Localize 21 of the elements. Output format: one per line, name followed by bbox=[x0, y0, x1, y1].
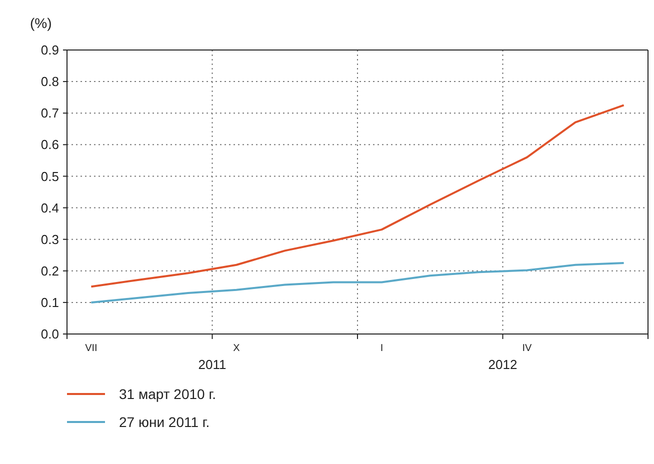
line-series bbox=[90, 262, 625, 304]
y-axis-title: (%) bbox=[30, 15, 52, 31]
y-tick-label: 0.0 bbox=[40, 326, 59, 342]
y-tick-label: 0.4 bbox=[40, 200, 59, 216]
legend-label: 31 март 2010 г. bbox=[119, 386, 216, 402]
text: 2012 bbox=[488, 357, 518, 372]
y-tick-label: 0.1 bbox=[40, 294, 59, 310]
x-tick-label: X bbox=[233, 343, 240, 354]
y-tick-label: 0.6 bbox=[40, 137, 59, 152]
y-tick-label: 0.7 bbox=[40, 106, 59, 121]
x-tick-label: VII bbox=[85, 343, 98, 354]
legend-label: 27 юни 2011 г. bbox=[119, 414, 210, 430]
y-tick-label: 0.2 bbox=[40, 263, 59, 278]
x-tick-label: IV bbox=[522, 343, 532, 354]
y-tick-label: 0.5 bbox=[40, 168, 59, 184]
y-tick-label: 0.8 bbox=[40, 74, 59, 90]
y-tick-label: 0.3 bbox=[40, 232, 59, 247]
x-tick-label: I bbox=[380, 343, 384, 354]
y-tick-label: 0.9 bbox=[40, 42, 59, 58]
line-series bbox=[90, 104, 625, 288]
text: 2011 bbox=[198, 357, 226, 372]
